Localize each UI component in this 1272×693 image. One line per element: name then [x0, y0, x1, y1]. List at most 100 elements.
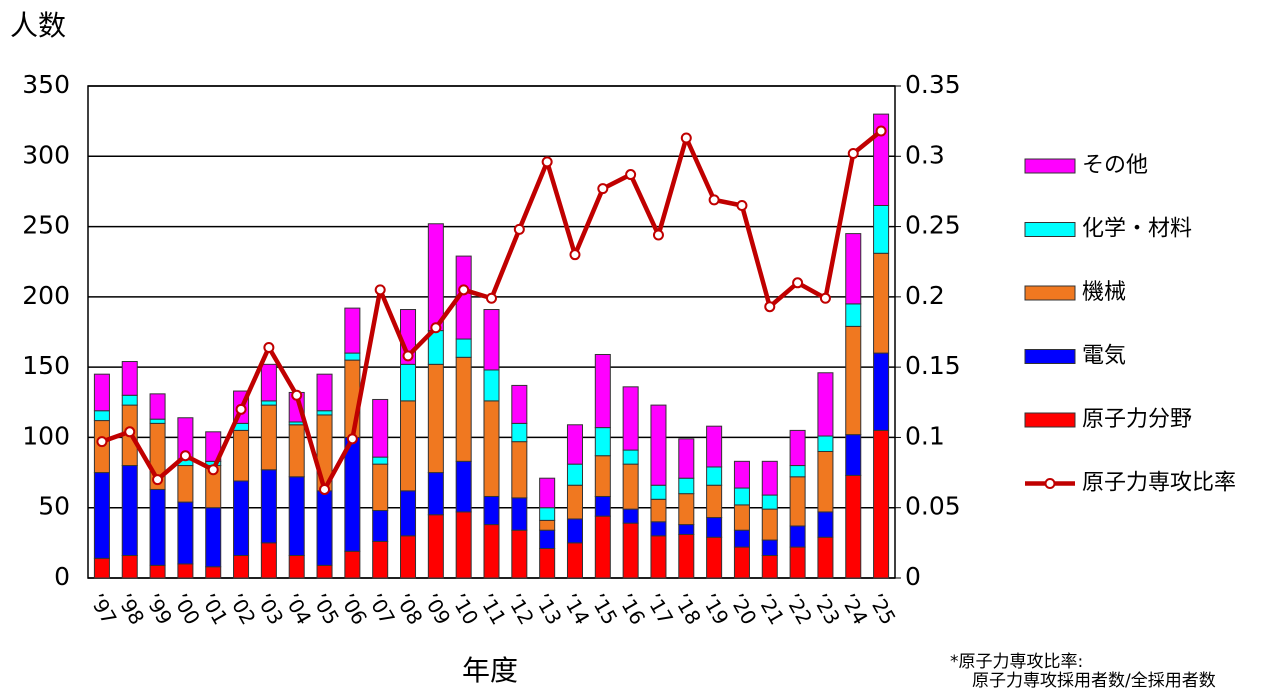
bar — [372, 510, 389, 542]
marker — [708, 194, 720, 206]
bar — [594, 455, 611, 497]
y2-tick-label: 0.1 — [905, 421, 945, 450]
marker — [736, 199, 748, 211]
bar — [789, 525, 806, 548]
bar — [817, 536, 834, 579]
bar — [316, 410, 333, 416]
bar — [650, 521, 667, 537]
bar — [121, 394, 138, 406]
y2-tick-label: 0.2 — [905, 281, 945, 310]
legend-label: 機械 — [1082, 280, 1126, 305]
bar — [121, 555, 138, 579]
bar — [372, 398, 389, 458]
bar — [483, 524, 500, 579]
bar — [260, 400, 277, 406]
bar — [288, 476, 305, 557]
y-tick-label: 300 — [22, 140, 70, 169]
bar — [761, 508, 778, 541]
bar — [288, 424, 305, 478]
bar — [149, 393, 166, 420]
bar — [622, 522, 639, 579]
bar — [761, 494, 778, 510]
x-tick-label: ’98 — [113, 589, 150, 629]
y-tick-label: 250 — [22, 211, 70, 240]
x-tick-label: ’05 — [307, 589, 344, 629]
bar — [455, 460, 472, 513]
bar — [789, 476, 806, 527]
y2-tick-label: 0 — [905, 562, 921, 591]
bar — [511, 422, 528, 443]
legend-label: 電気 — [1082, 344, 1126, 369]
y-tick-label: 200 — [22, 281, 70, 310]
bar — [121, 465, 138, 557]
marker — [263, 341, 275, 353]
marker — [513, 223, 525, 235]
bar — [149, 488, 166, 566]
bar — [650, 404, 667, 486]
legend-label: その他 — [1082, 153, 1148, 178]
marker — [207, 464, 219, 476]
marker — [652, 229, 664, 241]
x-tick-label: ’00 — [168, 589, 205, 629]
marker — [458, 284, 470, 296]
bar — [566, 484, 583, 520]
note: 原子力専攻採用者数/全採用者数 — [972, 671, 1216, 691]
y2-tick-label: 0.15 — [905, 351, 961, 380]
bar — [372, 463, 389, 512]
y-tick-label: 150 — [22, 351, 70, 380]
bar — [706, 536, 723, 579]
bar — [845, 434, 862, 476]
bar — [372, 456, 389, 465]
marker — [402, 350, 414, 362]
bar — [93, 557, 110, 579]
x-tick-label: ’17 — [641, 589, 678, 629]
bar — [344, 436, 361, 552]
x-tick-label: ’10 — [447, 589, 484, 629]
bar — [316, 373, 333, 412]
legend-label: 原子力専攻比率 — [1082, 471, 1236, 496]
bar — [149, 418, 166, 424]
bar — [539, 477, 556, 509]
x-tick-label: ’99 — [140, 589, 177, 629]
x-tick-label: ’22 — [781, 589, 818, 629]
bar — [511, 497, 528, 531]
x-tick-label: ’07 — [363, 589, 400, 629]
bar — [400, 490, 417, 537]
bar — [483, 400, 500, 497]
marker — [597, 183, 609, 195]
marker — [96, 436, 108, 448]
bar — [566, 542, 583, 579]
bar — [594, 427, 611, 457]
bar — [233, 429, 250, 482]
x-tick-label: ’18 — [669, 589, 706, 629]
bar — [845, 325, 862, 436]
bar — [260, 469, 277, 544]
bar — [594, 495, 611, 517]
marker — [847, 147, 859, 159]
bar — [344, 307, 361, 354]
marker — [764, 301, 776, 313]
bar — [566, 463, 583, 486]
x-tick-label: ’16 — [614, 589, 651, 629]
bar — [817, 372, 834, 437]
legend-swatch — [1024, 222, 1076, 237]
marker — [319, 483, 331, 495]
bar — [455, 338, 472, 358]
y-tick-label: 100 — [22, 421, 70, 450]
x-tick-label: ’24 — [836, 589, 873, 629]
bar — [400, 363, 417, 402]
x-tick-label: ’21 — [753, 589, 790, 629]
bar — [761, 555, 778, 579]
bar — [400, 400, 417, 492]
x-tick-label: ’20 — [725, 589, 762, 629]
x-tick-label: ’01 — [196, 589, 233, 629]
bar — [427, 472, 444, 516]
bar — [483, 369, 500, 402]
bar — [733, 504, 750, 531]
x-tick-label: ’06 — [335, 589, 372, 629]
bar — [316, 564, 333, 579]
bar — [93, 410, 110, 422]
bar — [622, 508, 639, 524]
bar — [817, 450, 834, 513]
x-tick-label: ’02 — [224, 589, 261, 629]
